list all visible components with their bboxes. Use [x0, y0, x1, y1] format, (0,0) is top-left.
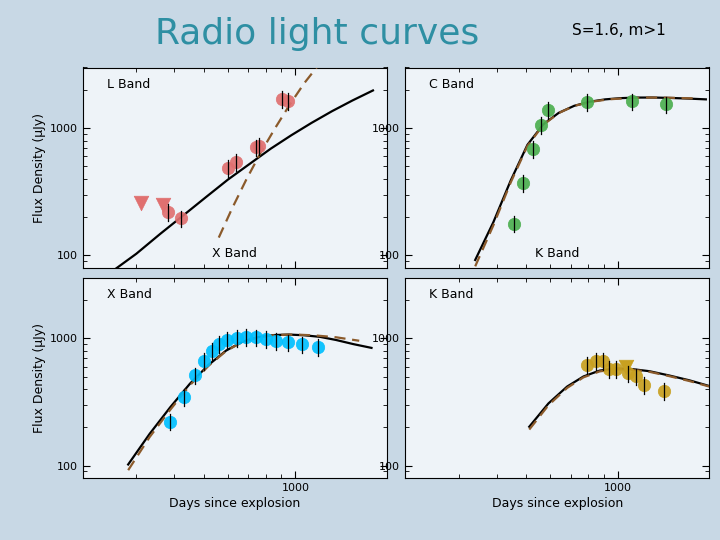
Text: L Band: L Band: [107, 78, 150, 91]
Point: [206, 346, 217, 355]
Point: [260, 335, 271, 343]
Point: [603, 364, 615, 373]
X-axis label: Days since explosion: Days since explosion: [169, 497, 300, 510]
Point: [597, 357, 608, 366]
Point: [165, 417, 176, 426]
Point: [611, 364, 622, 373]
Point: [214, 340, 225, 348]
Text: X Band: X Band: [107, 288, 152, 301]
Point: [621, 363, 632, 372]
Point: [222, 163, 234, 172]
Point: [240, 333, 252, 341]
Text: K Band: K Band: [429, 288, 474, 301]
Point: [638, 380, 649, 389]
Point: [518, 179, 529, 187]
Point: [250, 143, 261, 152]
Point: [231, 333, 243, 342]
Point: [528, 144, 539, 153]
Point: [282, 97, 294, 105]
X-axis label: Days since explosion: Days since explosion: [492, 497, 623, 510]
Point: [135, 199, 146, 207]
Point: [626, 97, 638, 106]
Point: [659, 386, 670, 395]
Point: [162, 207, 174, 216]
Point: [222, 336, 233, 345]
Point: [660, 100, 672, 109]
Point: [582, 98, 593, 106]
Point: [535, 120, 546, 129]
Y-axis label: Flux Density (μJy): Flux Density (μJy): [33, 113, 46, 222]
Point: [179, 393, 190, 401]
Text: X Band: X Band: [212, 247, 257, 260]
Point: [590, 356, 602, 365]
Point: [230, 157, 242, 166]
Point: [312, 342, 323, 351]
Point: [276, 94, 288, 103]
Point: [296, 340, 307, 349]
Point: [250, 333, 261, 342]
Point: [543, 106, 554, 114]
Point: [175, 214, 186, 223]
Point: [198, 357, 210, 366]
Text: S=1.6, m>1: S=1.6, m>1: [572, 23, 666, 38]
Point: [189, 371, 201, 380]
Point: [622, 369, 634, 377]
Point: [581, 361, 593, 369]
Text: C Band: C Band: [429, 78, 474, 91]
Point: [508, 219, 520, 228]
Point: [253, 141, 265, 150]
Point: [158, 201, 169, 210]
Point: [270, 336, 282, 345]
Y-axis label: Flux Density (μJy): Flux Density (μJy): [33, 323, 46, 433]
Text: K Band: K Band: [535, 247, 580, 260]
Text: Radio light curves: Radio light curves: [155, 17, 479, 51]
Point: [630, 372, 642, 381]
Point: [282, 338, 294, 347]
